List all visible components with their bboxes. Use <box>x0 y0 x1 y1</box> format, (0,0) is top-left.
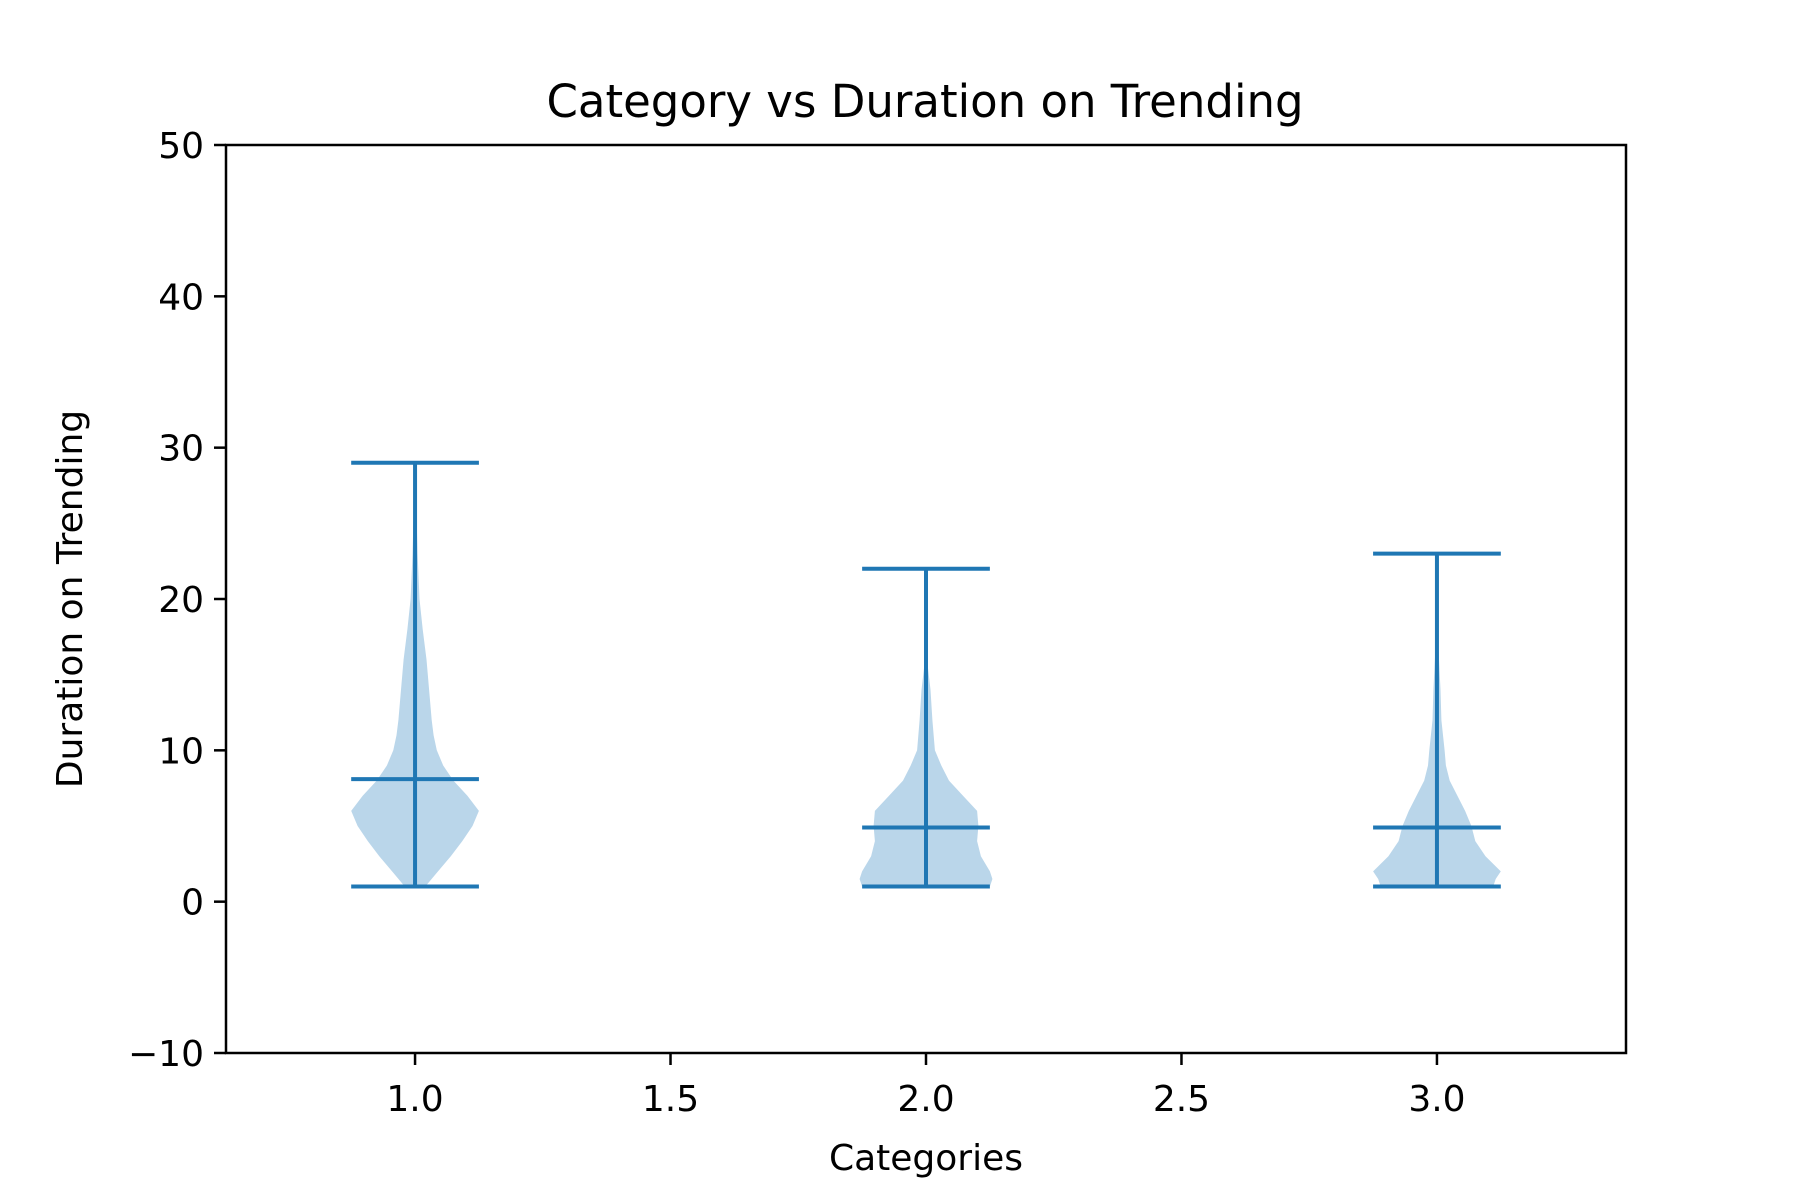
y-tick-label: 10 <box>158 731 204 772</box>
y-tick-label: 0 <box>181 883 204 924</box>
violins <box>351 460 1501 889</box>
y-tick-label: 50 <box>158 126 204 167</box>
y-axis-label: Duration on Trending <box>50 410 91 788</box>
y-tick-label: 20 <box>158 580 204 621</box>
x-tick-label: 2.0 <box>897 1079 954 1120</box>
x-axis-label: Categories <box>829 1138 1023 1179</box>
x-tick-label: 1.5 <box>642 1079 699 1120</box>
y-tick-label: 30 <box>158 429 204 470</box>
y-axis-ticks: −10 0 10 20 30 40 50 <box>128 126 226 1075</box>
x-tick-label: 2.5 <box>1153 1079 1210 1120</box>
y-tick-label: −10 <box>128 1034 204 1075</box>
x-axis-ticks: 1.0 1.5 2.0 2.5 3.0 <box>386 1053 1466 1120</box>
y-tick-label: 40 <box>158 277 204 318</box>
x-tick-label: 3.0 <box>1408 1079 1465 1120</box>
x-tick-label: 1.0 <box>386 1079 443 1120</box>
chart-title: Category vs Duration on Trending <box>546 75 1303 128</box>
